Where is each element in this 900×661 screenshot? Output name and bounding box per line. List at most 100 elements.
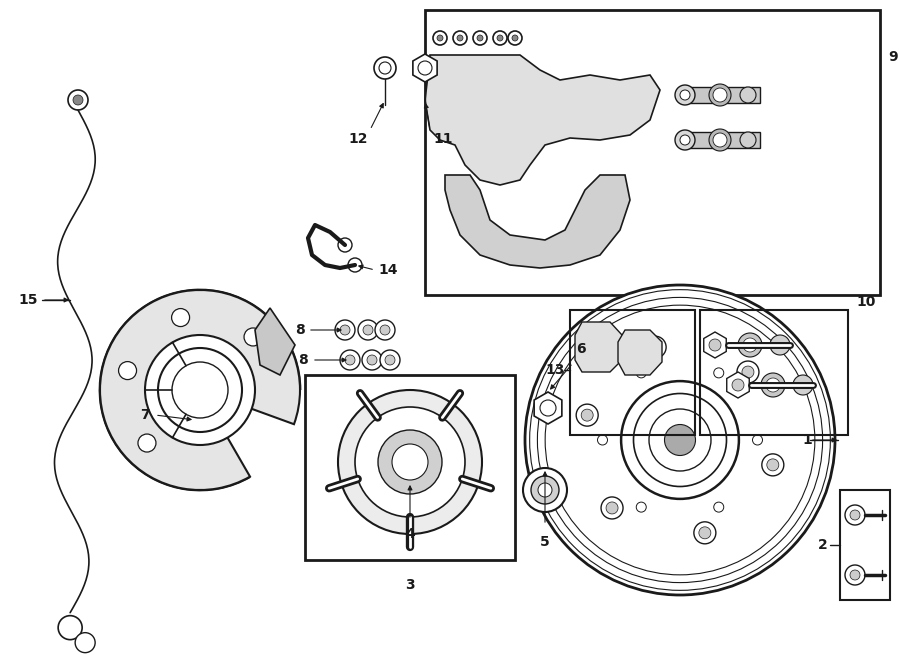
Circle shape [525,285,835,595]
Text: 4: 4 [405,527,415,541]
Circle shape [512,35,518,41]
Circle shape [732,379,744,391]
Circle shape [374,57,396,79]
Circle shape [363,325,373,335]
Bar [680,87,760,103]
Circle shape [713,88,727,102]
Bar [425,10,880,295]
Wedge shape [100,290,300,490]
Circle shape [335,320,355,340]
Text: 2: 2 [818,538,828,552]
Polygon shape [618,330,662,375]
Circle shape [545,305,814,575]
Circle shape [473,31,487,45]
Polygon shape [445,175,630,268]
Circle shape [433,31,447,45]
Circle shape [740,87,756,103]
Circle shape [58,615,82,640]
Circle shape [709,339,721,351]
Circle shape [531,476,559,504]
Circle shape [767,459,778,471]
Text: 8: 8 [295,323,305,337]
Circle shape [375,320,395,340]
Bar [840,490,890,600]
Circle shape [850,570,860,580]
Text: 14: 14 [378,263,398,277]
Circle shape [675,130,695,150]
Circle shape [675,85,695,105]
Circle shape [649,341,662,353]
Circle shape [606,502,618,514]
Circle shape [367,355,377,365]
Text: 9: 9 [888,50,897,64]
Circle shape [392,444,428,480]
Circle shape [68,90,88,110]
Circle shape [355,407,465,517]
Circle shape [793,375,813,395]
Circle shape [581,409,593,421]
Circle shape [477,35,483,41]
Circle shape [740,132,756,148]
Circle shape [358,320,378,340]
Circle shape [766,378,780,392]
Circle shape [453,31,467,45]
Polygon shape [255,308,295,375]
Circle shape [761,454,784,476]
Circle shape [601,497,623,519]
Text: 8: 8 [298,353,308,367]
Circle shape [437,35,443,41]
Circle shape [540,400,556,416]
Circle shape [508,31,522,45]
Circle shape [457,35,463,41]
Circle shape [636,368,646,378]
Text: 5: 5 [540,535,550,549]
Circle shape [172,309,190,327]
Circle shape [576,404,598,426]
Circle shape [380,325,390,335]
Circle shape [680,135,690,145]
Circle shape [119,362,137,379]
Circle shape [338,390,482,534]
Polygon shape [704,332,726,358]
Circle shape [644,336,666,358]
Circle shape [742,366,754,378]
Circle shape [73,95,83,105]
Circle shape [761,373,785,397]
Circle shape [244,328,262,346]
Circle shape [845,565,865,585]
Bar [680,132,760,148]
Circle shape [362,350,382,370]
Circle shape [340,350,360,370]
Text: 6: 6 [576,342,586,356]
Circle shape [680,90,690,100]
Circle shape [338,238,352,252]
Text: 13: 13 [545,363,565,377]
Circle shape [743,338,757,352]
Bar [700,310,848,435]
Circle shape [75,633,95,652]
Circle shape [714,502,724,512]
Circle shape [713,133,727,147]
Circle shape [621,381,739,499]
Circle shape [345,355,355,365]
Text: 1: 1 [802,433,812,447]
Circle shape [709,84,731,106]
Text: 12: 12 [348,132,368,146]
Circle shape [379,62,391,74]
Circle shape [138,434,156,452]
Circle shape [348,258,362,272]
Circle shape [850,510,860,520]
Circle shape [738,333,762,357]
Polygon shape [425,55,660,185]
Polygon shape [726,372,750,398]
Circle shape [385,355,395,365]
Circle shape [538,483,552,497]
Circle shape [340,325,350,335]
Circle shape [636,502,646,512]
Circle shape [497,35,503,41]
Circle shape [378,430,442,494]
Circle shape [158,348,242,432]
Circle shape [523,468,567,512]
Circle shape [664,424,696,455]
Circle shape [634,393,726,486]
